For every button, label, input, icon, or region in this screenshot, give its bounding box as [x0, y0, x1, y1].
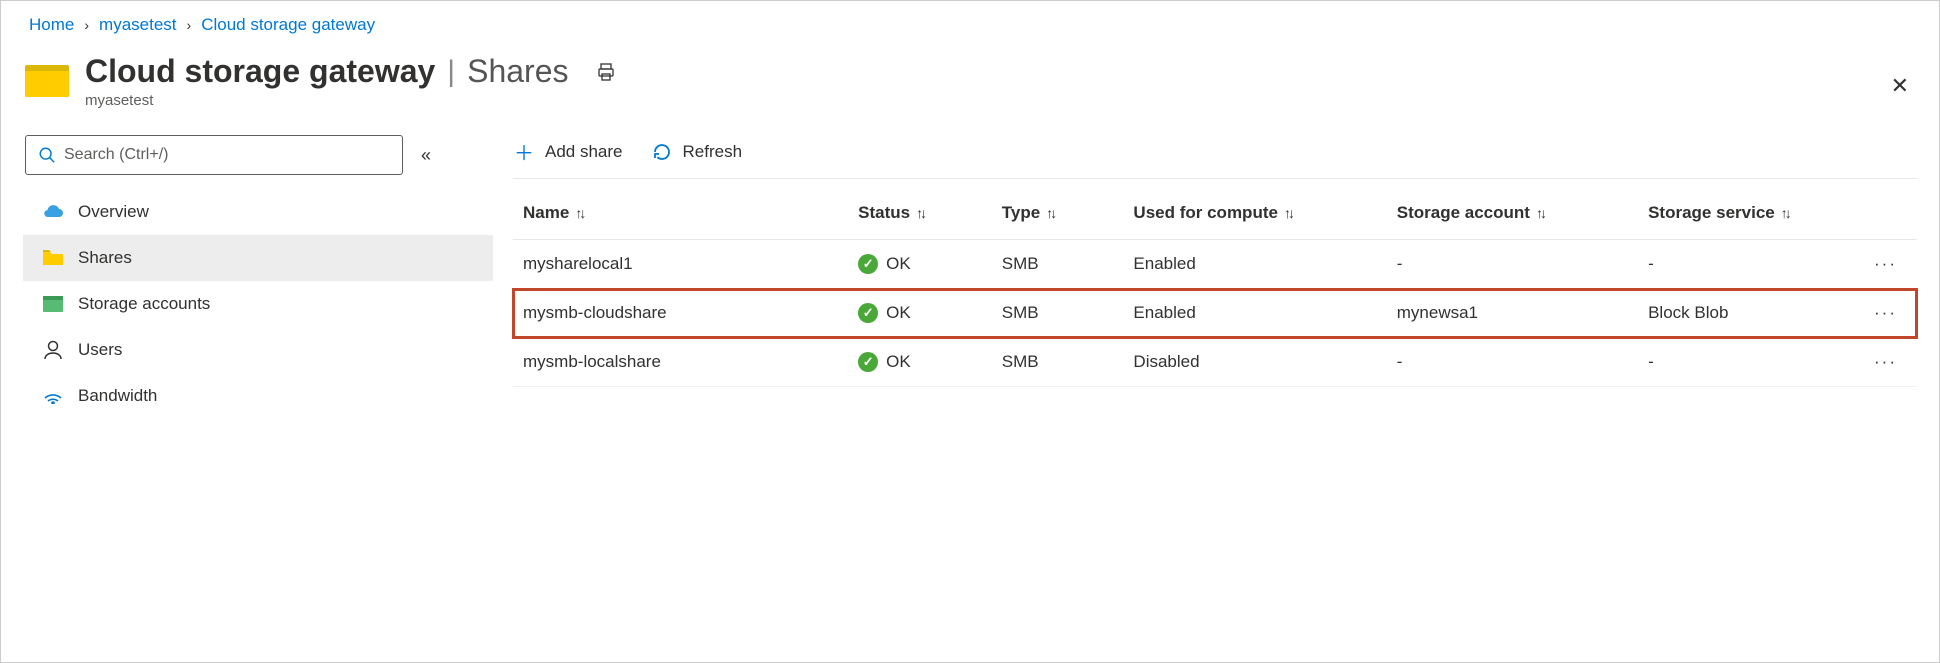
main-content: ＋ Add share Refresh Name↑↓ Status↑↓ Type…: [493, 135, 1917, 419]
sort-icon: ↑↓: [1781, 205, 1789, 221]
page-subpage: Shares: [467, 53, 568, 90]
cell-account: mynewsa1: [1387, 289, 1638, 338]
add-share-button[interactable]: ＋ Add share: [513, 137, 623, 166]
folder-icon: [42, 250, 64, 266]
chevron-right-icon: ›: [187, 17, 192, 33]
col-service[interactable]: Storage service↑↓: [1638, 187, 1853, 240]
page-header: Cloud storage gateway | Shares myasetest: [23, 53, 1917, 109]
cell-type: SMB: [992, 289, 1124, 338]
sidebar-item-label: Users: [78, 340, 122, 360]
user-icon: [42, 340, 64, 360]
collapse-sidebar-icon[interactable]: «: [421, 145, 431, 166]
breadcrumb-resource[interactable]: myasetest: [99, 15, 176, 35]
col-account[interactable]: Storage account↑↓: [1387, 187, 1638, 240]
cell-account: -: [1387, 338, 1638, 387]
sidebar-item-shares[interactable]: Shares: [23, 235, 493, 281]
sidebar-item-label: Storage accounts: [78, 294, 210, 314]
ok-icon: [858, 254, 878, 274]
cell-account: -: [1387, 240, 1638, 289]
col-type[interactable]: Type↑↓: [992, 187, 1124, 240]
sidebar-item-bandwidth[interactable]: Bandwidth: [23, 373, 493, 419]
sort-icon: ↑↓: [1046, 205, 1054, 221]
col-compute[interactable]: Used for compute↑↓: [1123, 187, 1386, 240]
cell-name: mysharelocal1: [513, 240, 848, 289]
search-input[interactable]: [64, 146, 390, 164]
sidebar-item-overview[interactable]: Overview: [23, 189, 493, 235]
cell-compute: Enabled: [1123, 289, 1386, 338]
search-icon: [38, 146, 56, 164]
cell-name: mysmb-localshare: [513, 338, 848, 387]
sort-icon: ↑↓: [575, 205, 583, 221]
toolbar: ＋ Add share Refresh: [513, 135, 1917, 179]
table-header-row: Name↑↓ Status↑↓ Type↑↓ Used for compute↑…: [513, 187, 1917, 240]
sort-icon: ↑↓: [1284, 205, 1292, 221]
row-more-button[interactable]: ···: [1854, 338, 1917, 387]
cell-service: -: [1638, 338, 1853, 387]
ok-icon: [858, 303, 878, 323]
cell-compute: Disabled: [1123, 338, 1386, 387]
resource-name: myasetest: [85, 92, 616, 109]
col-status[interactable]: Status↑↓: [848, 187, 992, 240]
cell-service: -: [1638, 240, 1853, 289]
folder-icon: [25, 61, 69, 97]
cell-name: mysmb-cloudshare: [513, 289, 848, 338]
page-title: Cloud storage gateway: [85, 53, 435, 90]
shares-table: Name↑↓ Status↑↓ Type↑↓ Used for compute↑…: [513, 187, 1917, 387]
cell-compute: Enabled: [1123, 240, 1386, 289]
refresh-button[interactable]: Refresh: [651, 142, 743, 162]
table-row[interactable]: mysmb-localshareOKSMBDisabled--···: [513, 338, 1917, 387]
search-box[interactable]: [25, 135, 403, 175]
refresh-icon: [651, 142, 673, 162]
sidebar: « Overview Shares Storage accounts Users: [23, 135, 493, 419]
sort-icon: ↑↓: [1536, 205, 1544, 221]
cell-service: Block Blob: [1638, 289, 1853, 338]
cell-status: OK: [848, 240, 992, 289]
title-separator: |: [447, 55, 455, 89]
col-name[interactable]: Name↑↓: [513, 187, 848, 240]
chevron-right-icon: ›: [84, 17, 89, 33]
sidebar-item-storage-accounts[interactable]: Storage accounts: [23, 281, 493, 327]
bandwidth-icon: [42, 388, 64, 404]
button-label: Add share: [545, 142, 623, 162]
breadcrumb-section[interactable]: Cloud storage gateway: [201, 15, 375, 35]
ok-icon: [858, 352, 878, 372]
row-more-button[interactable]: ···: [1854, 289, 1917, 338]
cell-status: OK: [848, 289, 992, 338]
cell-status: OK: [848, 338, 992, 387]
breadcrumb-home[interactable]: Home: [29, 15, 74, 35]
cell-type: SMB: [992, 240, 1124, 289]
storage-icon: [42, 296, 64, 312]
print-icon[interactable]: [596, 62, 616, 82]
close-icon[interactable]: ✕: [1891, 73, 1909, 99]
cloud-icon: [42, 204, 64, 220]
sidebar-item-label: Bandwidth: [78, 386, 157, 406]
table-row[interactable]: mysmb-cloudshareOKSMBEnabledmynewsa1Bloc…: [513, 289, 1917, 338]
sidebar-item-label: Overview: [78, 202, 149, 222]
plus-icon: ＋: [513, 137, 535, 166]
cell-type: SMB: [992, 338, 1124, 387]
breadcrumb: Home › myasetest › Cloud storage gateway: [23, 15, 1917, 35]
sidebar-item-label: Shares: [78, 248, 132, 268]
table-row[interactable]: mysharelocal1OKSMBEnabled--···: [513, 240, 1917, 289]
row-more-button[interactable]: ···: [1854, 240, 1917, 289]
sort-icon: ↑↓: [916, 205, 924, 221]
button-label: Refresh: [683, 142, 743, 162]
sidebar-item-users[interactable]: Users: [23, 327, 493, 373]
